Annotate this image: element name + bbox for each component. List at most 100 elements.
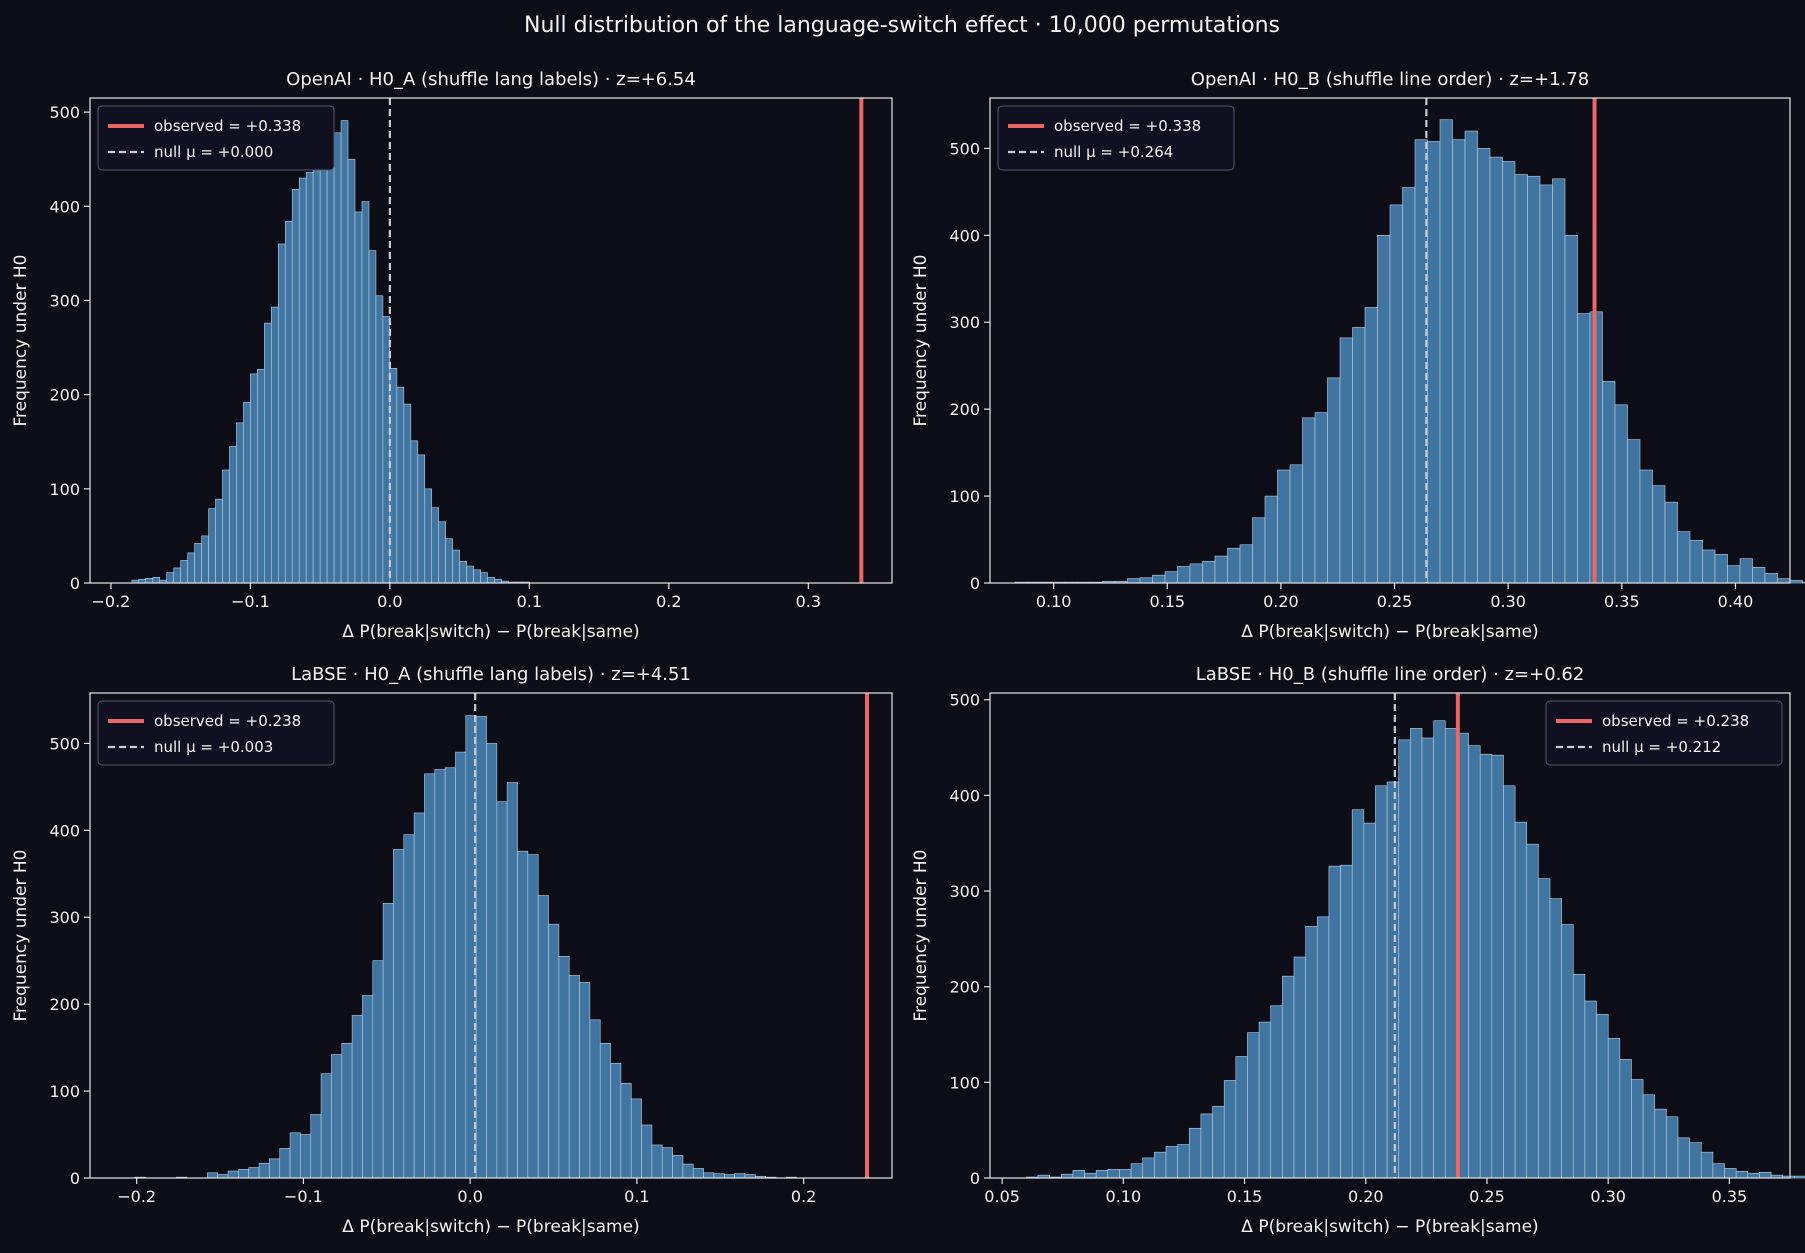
histogram-bar <box>1514 821 1528 1179</box>
histogram-bar <box>1664 501 1678 584</box>
histogram-bar <box>410 440 419 584</box>
y-tick-label: 100 <box>49 1082 80 1101</box>
x-tick-label: 0.1 <box>517 592 542 611</box>
histogram-bar <box>305 172 314 584</box>
legend-box <box>97 105 335 171</box>
histogram-bar <box>1479 753 1493 1179</box>
y-tick-label: 400 <box>49 821 80 840</box>
histogram-bar <box>1339 337 1353 584</box>
histogram-bar <box>1764 573 1778 584</box>
histogram-bar <box>236 422 244 584</box>
x-tick-label: 0.0 <box>377 592 402 611</box>
histogram-bar <box>1433 720 1446 1179</box>
histogram-bar <box>455 751 467 1179</box>
histogram-bar <box>1727 565 1741 584</box>
x-tick-label: −0.2 <box>91 592 130 611</box>
y-tick-label: 300 <box>49 291 80 310</box>
histogram-bar <box>298 177 307 584</box>
histogram-bar <box>368 250 377 584</box>
histogram-bar <box>1677 1137 1690 1179</box>
y-tick-label: 0 <box>70 1169 80 1188</box>
histogram-bar <box>1214 555 1228 584</box>
histogram-bar <box>269 1158 281 1179</box>
histogram-bar <box>1410 728 1423 1179</box>
histogram-bar <box>207 1172 219 1179</box>
histogram-bar <box>734 1173 746 1179</box>
y-tick-label: 400 <box>49 197 80 216</box>
histogram-bar <box>310 1114 322 1179</box>
y-tick-label: 400 <box>949 786 980 805</box>
histogram-bar <box>1489 156 1503 584</box>
histogram-bar <box>229 446 237 584</box>
y-axis-label: Frequency under H0 <box>911 254 931 426</box>
histogram-bar <box>1752 567 1766 584</box>
histogram-bar <box>1735 1171 1749 1179</box>
histogram-bar <box>1689 1142 1702 1179</box>
histogram-bar <box>1227 547 1241 584</box>
histogram-bar <box>1526 843 1539 1179</box>
histogram-bar <box>300 1134 312 1179</box>
y-tick-label: 500 <box>49 734 80 753</box>
y-tick-label: 0 <box>970 1169 980 1188</box>
histogram-bar <box>1247 1032 1260 1179</box>
histogram-bar <box>312 132 321 584</box>
x-tick-label: 0.25 <box>1469 1187 1505 1206</box>
x-tick-label: 0.3 <box>796 592 821 611</box>
histogram-bar <box>1127 578 1141 584</box>
histogram-bar <box>424 773 436 1179</box>
histogram-bar <box>1564 235 1578 584</box>
axes-frame <box>89 97 893 584</box>
y-tick-label: 500 <box>949 691 980 710</box>
legend: observed = +0.338 null μ = +0.264 <box>997 105 1235 171</box>
histogram-bar <box>1539 184 1553 584</box>
histogram-bar <box>1468 745 1481 1179</box>
x-tick-label: 0.20 <box>1348 1187 1384 1206</box>
histogram-bar <box>331 1054 343 1179</box>
histogram-bar <box>1596 1014 1609 1179</box>
histogram-bar <box>1502 161 1516 584</box>
x-tick-label: 0.20 <box>1263 592 1299 611</box>
histogram-bar <box>466 565 474 584</box>
x-tick-label: 0.35 <box>1604 592 1640 611</box>
histogram-bar <box>361 201 370 584</box>
histogram-bar <box>713 1173 725 1179</box>
legend-observed-label: observed = +0.238 <box>1602 712 1749 730</box>
histogram-bar <box>351 1015 363 1179</box>
histogram-bar <box>1739 558 1753 584</box>
histogram-bar <box>152 577 161 584</box>
histogram-bar <box>340 120 349 584</box>
histogram-bar <box>496 801 508 1179</box>
histogram-bar <box>277 243 286 584</box>
x-axis-label: Δ P(break|switch) − P(break|same) <box>1241 1217 1538 1237</box>
histogram-bar <box>1239 544 1253 584</box>
histogram-bar <box>630 1098 642 1179</box>
histogram-bar <box>375 295 384 584</box>
x-tick-label: 0.25 <box>1377 592 1413 611</box>
histogram-bar <box>452 549 460 584</box>
histogram-bar <box>517 850 529 1179</box>
y-tick-label: 200 <box>949 400 980 419</box>
histogram-bar <box>1666 1116 1679 1179</box>
histogram-bar <box>1188 1127 1202 1179</box>
histogram-bar <box>1421 737 1434 1179</box>
panels: OpenAI · H0_A (shuffle lang labels) · z=… <box>11 69 1805 1237</box>
histogram-bar <box>1164 571 1178 584</box>
histogram-bars <box>1026 720 1805 1179</box>
x-tick-label: 0.10 <box>1036 592 1072 611</box>
histogram-bar <box>1642 1094 1656 1179</box>
histogram-bar <box>1235 1056 1248 1179</box>
histogram-bar <box>1552 178 1566 584</box>
chart-panel-1: OpenAI · H0_A (shuffle lang labels) · z=… <box>11 69 893 642</box>
x-tick-label: 0.30 <box>1590 1187 1626 1206</box>
x-tick-label: 0.15 <box>1227 1187 1263 1206</box>
histogram-bar <box>1614 404 1628 584</box>
y-axis-label: Frequency under H0 <box>911 849 931 1021</box>
legend-observed-label: observed = +0.338 <box>1054 117 1201 135</box>
histogram-bar <box>1364 307 1378 584</box>
histogram-bar <box>1627 439 1641 584</box>
legend: observed = +0.338 null μ = +0.000 <box>97 105 335 171</box>
histogram-bar <box>1189 563 1203 584</box>
histogram-bar <box>1328 865 1341 1179</box>
histogram-bars <box>1014 119 1805 584</box>
